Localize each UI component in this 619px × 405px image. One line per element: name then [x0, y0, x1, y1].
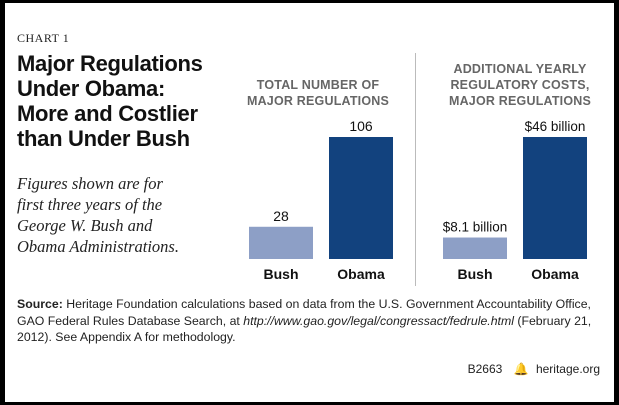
bar-bush — [443, 237, 507, 259]
left-panel-title: TOTAL NUMBER OF MAJOR REGULATIONS — [223, 77, 413, 109]
category-label-obama: Obama — [531, 266, 579, 282]
subtitle-line: George W. Bush and — [17, 216, 153, 235]
source-label: Source: — [17, 297, 63, 311]
subtitle: Figures shown are for first three years … — [17, 173, 227, 257]
subtitle-line: first three years of the — [17, 195, 163, 214]
chart-number-label: CHART 1 — [17, 31, 70, 45]
regulatory-cost-chart: $8.1 billion Bush $46 billion Obama — [443, 119, 587, 282]
source-url[interactable]: http://www.gao.gov/legal/congressact/fed… — [243, 313, 514, 328]
right-panel-title: ADDITIONAL YEARLY REGULATORY COSTS, MAJO… — [430, 61, 610, 109]
value-label-bush: $8.1 billion — [443, 220, 508, 235]
category-label-bush: Bush — [264, 266, 299, 282]
chart-card: CHART 1 Major Regulations Under Obama: M… — [5, 3, 614, 402]
bar-charts: 28 Bush 106 Obama $8.1 billion Bush $46 billi… — [249, 118, 587, 282]
regulations-count-chart: 28 Bush 106 Obama — [249, 118, 393, 282]
category-label-bush: Bush — [458, 266, 493, 282]
headline: Major Regulations Under Obama: More and … — [17, 51, 222, 151]
subtitle-line: Figures shown are for — [17, 174, 163, 193]
right-panel-title-line: ADDITIONAL YEARLY — [453, 62, 587, 76]
liberty-bell-icon: 🔔 — [513, 362, 529, 376]
left-panel-title-line: MAJOR REGULATIONS — [246, 94, 390, 108]
headline-line: More and Costlier — [17, 101, 198, 126]
source-note: Source: Heritage Foundation calculations… — [17, 296, 607, 346]
headline-line: Major Regulations — [17, 51, 203, 76]
bar-bush — [249, 226, 313, 259]
headline-line: Under Obama: — [17, 76, 165, 101]
headline-line: than Under Bush — [17, 126, 190, 151]
source-text: Heritage Foundation calculations based o… — [17, 297, 591, 328]
report-code: B2663 — [467, 362, 503, 376]
right-panel-title-line: MAJOR REGULATIONS — [448, 94, 592, 108]
panel-divider — [415, 53, 416, 286]
left-panel-title-line: TOTAL NUMBER OF — [256, 78, 380, 92]
category-label-obama: Obama — [337, 266, 385, 282]
footer: B2663 🔔 heritage.org — [468, 362, 600, 376]
site-link[interactable]: heritage.org — [535, 362, 600, 376]
source-date-text: (February 21, 2012). See Appendix A for … — [17, 313, 592, 345]
bar-obama — [329, 137, 393, 259]
value-label-obama: $46 billion — [525, 119, 586, 134]
bar-obama — [523, 137, 587, 259]
value-label-bush: 28 — [273, 208, 289, 224]
right-panel-title-line: REGULATORY COSTS, — [450, 78, 590, 92]
value-label-obama: 106 — [349, 118, 373, 134]
subtitle-line: Obama Administrations. — [17, 237, 179, 256]
